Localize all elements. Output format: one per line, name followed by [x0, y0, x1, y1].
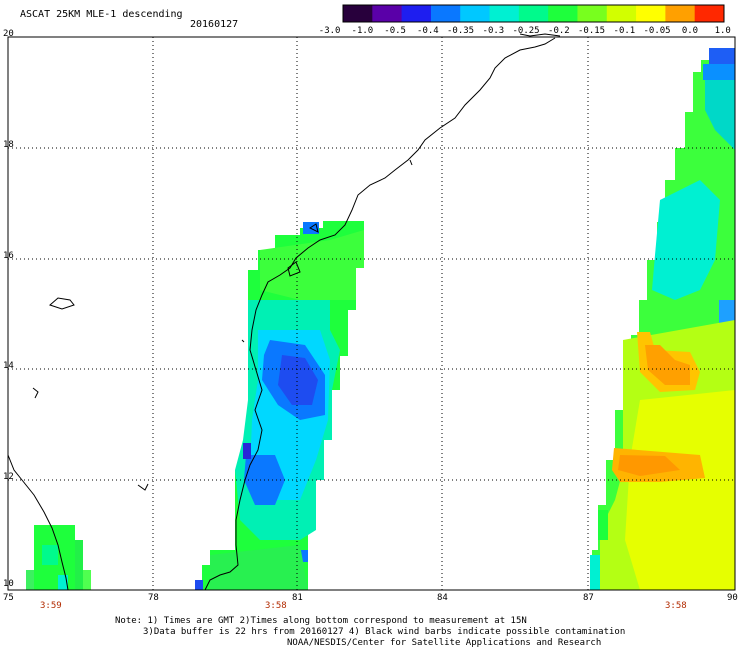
time-label-right: 3:58 — [665, 601, 687, 611]
colorbar-tick-label: -1.0 — [351, 26, 374, 36]
colorbar-tick-label: -3.0 — [318, 26, 341, 36]
x-label-84: 84 — [437, 593, 448, 603]
colorbar-tick-label: -0.1 — [613, 26, 636, 36]
x-label-87: 87 — [583, 593, 594, 603]
colorbar-tick-label: -0.05 — [643, 26, 671, 36]
grid-lines — [8, 37, 735, 590]
time-label-center: 3:58 — [265, 601, 287, 611]
colorbar-swatch — [548, 5, 578, 22]
note-line-2: 3)Data buffer is 22 hrs from 20160127 4)… — [143, 627, 626, 637]
colorbar-swatch — [665, 5, 696, 22]
swath-data — [26, 48, 735, 590]
colorbar-swatch — [460, 5, 491, 22]
note-line-3: NOAA/NESDIS/Center for Satellite Applica… — [287, 638, 602, 648]
map-title: ASCAT 25KM MLE-1 descending — [20, 9, 183, 20]
swath-right — [590, 48, 735, 590]
colorbar-swatch — [518, 5, 549, 22]
colorbar-swatch — [577, 5, 608, 22]
colorbar-swatch — [372, 5, 403, 22]
y-label-12: 12 — [3, 472, 14, 482]
swath-center — [195, 221, 364, 590]
colorbar-tick-label: -0.35 — [447, 26, 475, 36]
note-line-1: Note: 1) Times are GMT 2)Times along bot… — [115, 616, 527, 626]
x-label-78: 78 — [148, 593, 159, 603]
colorbar-swatch — [401, 5, 432, 22]
x-label-75: 75 — [3, 593, 14, 603]
y-label-18: 18 — [3, 140, 14, 150]
colorbar-swatch — [343, 5, 373, 22]
map-frame — [7, 36, 736, 591]
x-label-90: 90 — [727, 593, 738, 603]
y-label-14: 14 — [3, 361, 14, 371]
y-label-16: 16 — [3, 251, 14, 261]
colorbar-tick-label: -0.2 — [548, 26, 570, 36]
colorbar-swatch — [606, 5, 637, 22]
colorbar-swatch — [636, 5, 666, 22]
map-date: 20160127 — [190, 19, 239, 30]
time-label-left: 3:59 — [40, 601, 62, 611]
y-label-20: 20 — [3, 29, 14, 39]
colorbar-swatch — [694, 5, 725, 22]
colorbar-swatch — [430, 5, 461, 22]
colorbar-tick-label: -0.3 — [482, 26, 505, 36]
colorbar-tick-label: -0.25 — [512, 26, 540, 36]
x-label-81: 81 — [292, 593, 303, 603]
colorbar-tick-label: 0.0 — [681, 26, 699, 36]
colorbar-tick-label: 1.0 — [714, 26, 731, 36]
colorbar-swatch — [489, 5, 520, 22]
colorbar-tick-label: -0.15 — [578, 26, 606, 36]
swath-left — [26, 525, 91, 590]
colorbar — [342, 4, 725, 23]
colorbar-tick-label: -0.5 — [384, 26, 406, 36]
coastline — [7, 33, 561, 591]
y-label-10: 10 — [3, 579, 14, 589]
colorbar-tick-label: -0.4 — [417, 26, 439, 36]
